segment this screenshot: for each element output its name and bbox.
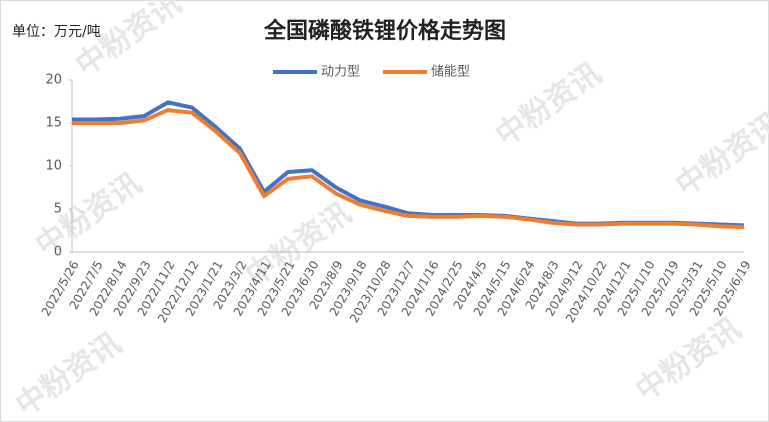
chart-title: 全国磷酸铁锂价格走势图 [263, 18, 506, 44]
unit-label: 单位：万元/吨 [12, 24, 101, 40]
legend-label: 储能型 [431, 65, 470, 80]
y-tick-label: 10 [45, 159, 62, 174]
y-tick-label: 20 [45, 73, 62, 88]
legend-label: 动力型 [321, 65, 360, 80]
series-line [72, 108, 745, 230]
y-tick-label: 0 [54, 245, 62, 260]
y-tick-label: 15 [45, 116, 62, 131]
y-tick-label: 5 [54, 202, 62, 217]
